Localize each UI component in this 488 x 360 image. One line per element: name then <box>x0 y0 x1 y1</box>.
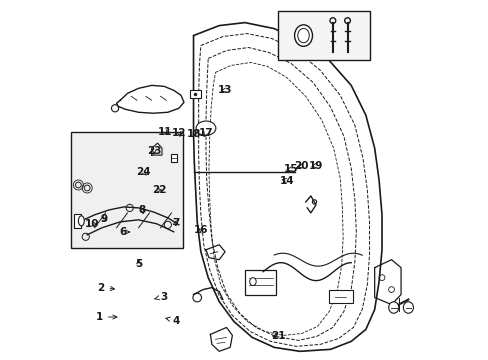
Ellipse shape <box>388 302 398 313</box>
Bar <box>74 214 81 228</box>
Ellipse shape <box>297 28 308 43</box>
Text: 16: 16 <box>193 225 207 235</box>
Ellipse shape <box>249 278 256 285</box>
Text: 17: 17 <box>198 129 213 138</box>
Bar <box>328 289 352 302</box>
Text: 23: 23 <box>146 145 161 156</box>
Text: 19: 19 <box>308 161 322 171</box>
Text: 3: 3 <box>154 292 167 302</box>
Text: 10: 10 <box>84 219 99 229</box>
Text: 22: 22 <box>152 185 166 195</box>
Bar <box>71 132 182 248</box>
Text: 12: 12 <box>172 129 186 138</box>
Text: 20: 20 <box>293 161 308 171</box>
Text: 6: 6 <box>119 227 129 237</box>
Text: 4: 4 <box>165 316 180 325</box>
Text: 15: 15 <box>284 164 298 174</box>
Text: 14: 14 <box>280 176 294 186</box>
Text: 13: 13 <box>217 85 231 95</box>
Text: 2: 2 <box>97 283 114 293</box>
Bar <box>170 154 176 162</box>
Text: 18: 18 <box>187 129 201 139</box>
Text: 24: 24 <box>136 167 150 177</box>
Ellipse shape <box>196 121 215 135</box>
Bar <box>244 270 276 294</box>
Text: 7: 7 <box>172 218 180 228</box>
Text: 1: 1 <box>96 312 117 322</box>
Bar <box>189 90 201 98</box>
Text: 11: 11 <box>157 127 172 136</box>
Text: 8: 8 <box>139 206 145 216</box>
Ellipse shape <box>403 302 412 313</box>
Ellipse shape <box>78 216 84 226</box>
Text: 21: 21 <box>271 331 285 341</box>
Ellipse shape <box>294 25 312 46</box>
Text: 9: 9 <box>100 215 107 224</box>
Text: 5: 5 <box>135 259 142 269</box>
Bar <box>277 11 369 60</box>
